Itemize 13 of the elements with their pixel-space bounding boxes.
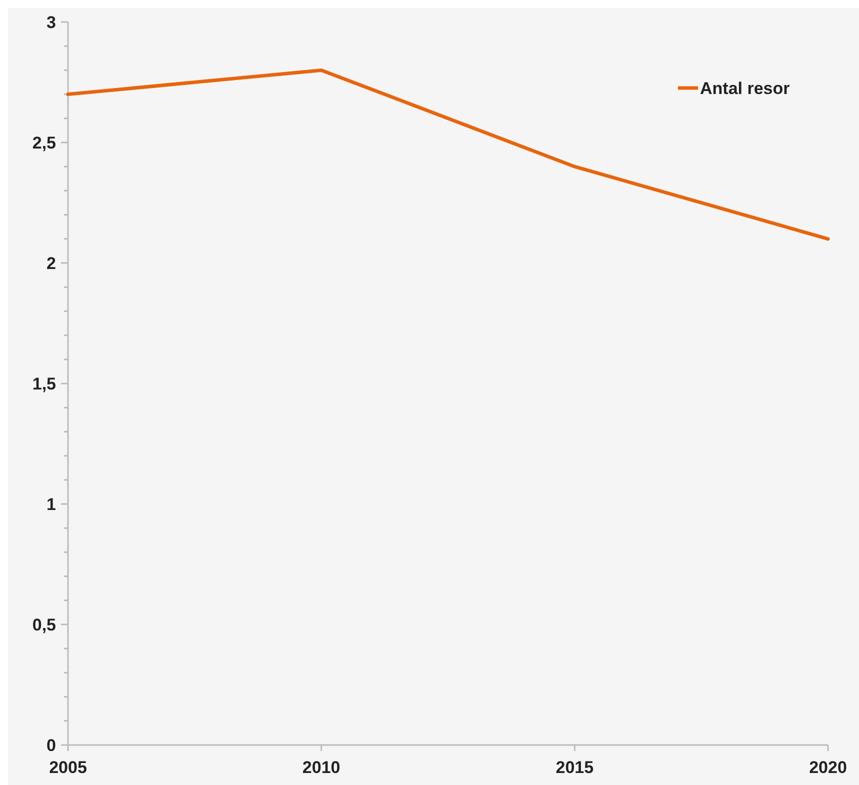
y-tick-label: 2,5	[32, 133, 56, 152]
y-tick-label: 0,5	[32, 615, 56, 634]
x-tick-label: 2020	[809, 758, 847, 777]
legend-label: Antal resor	[700, 78, 790, 98]
line-series	[66, 68, 830, 241]
y-tick-label: 2	[46, 254, 56, 273]
y-tick-label: 1,5	[32, 374, 56, 394]
y-tick-label: 1	[46, 494, 56, 514]
y-tick-label: 3	[46, 12, 56, 32]
y-tick-label: 0	[46, 736, 56, 755]
x-tick-label: 2010	[302, 758, 340, 777]
x-tick-label: 2005	[49, 758, 87, 777]
x-tick-label: 2015	[556, 758, 594, 777]
